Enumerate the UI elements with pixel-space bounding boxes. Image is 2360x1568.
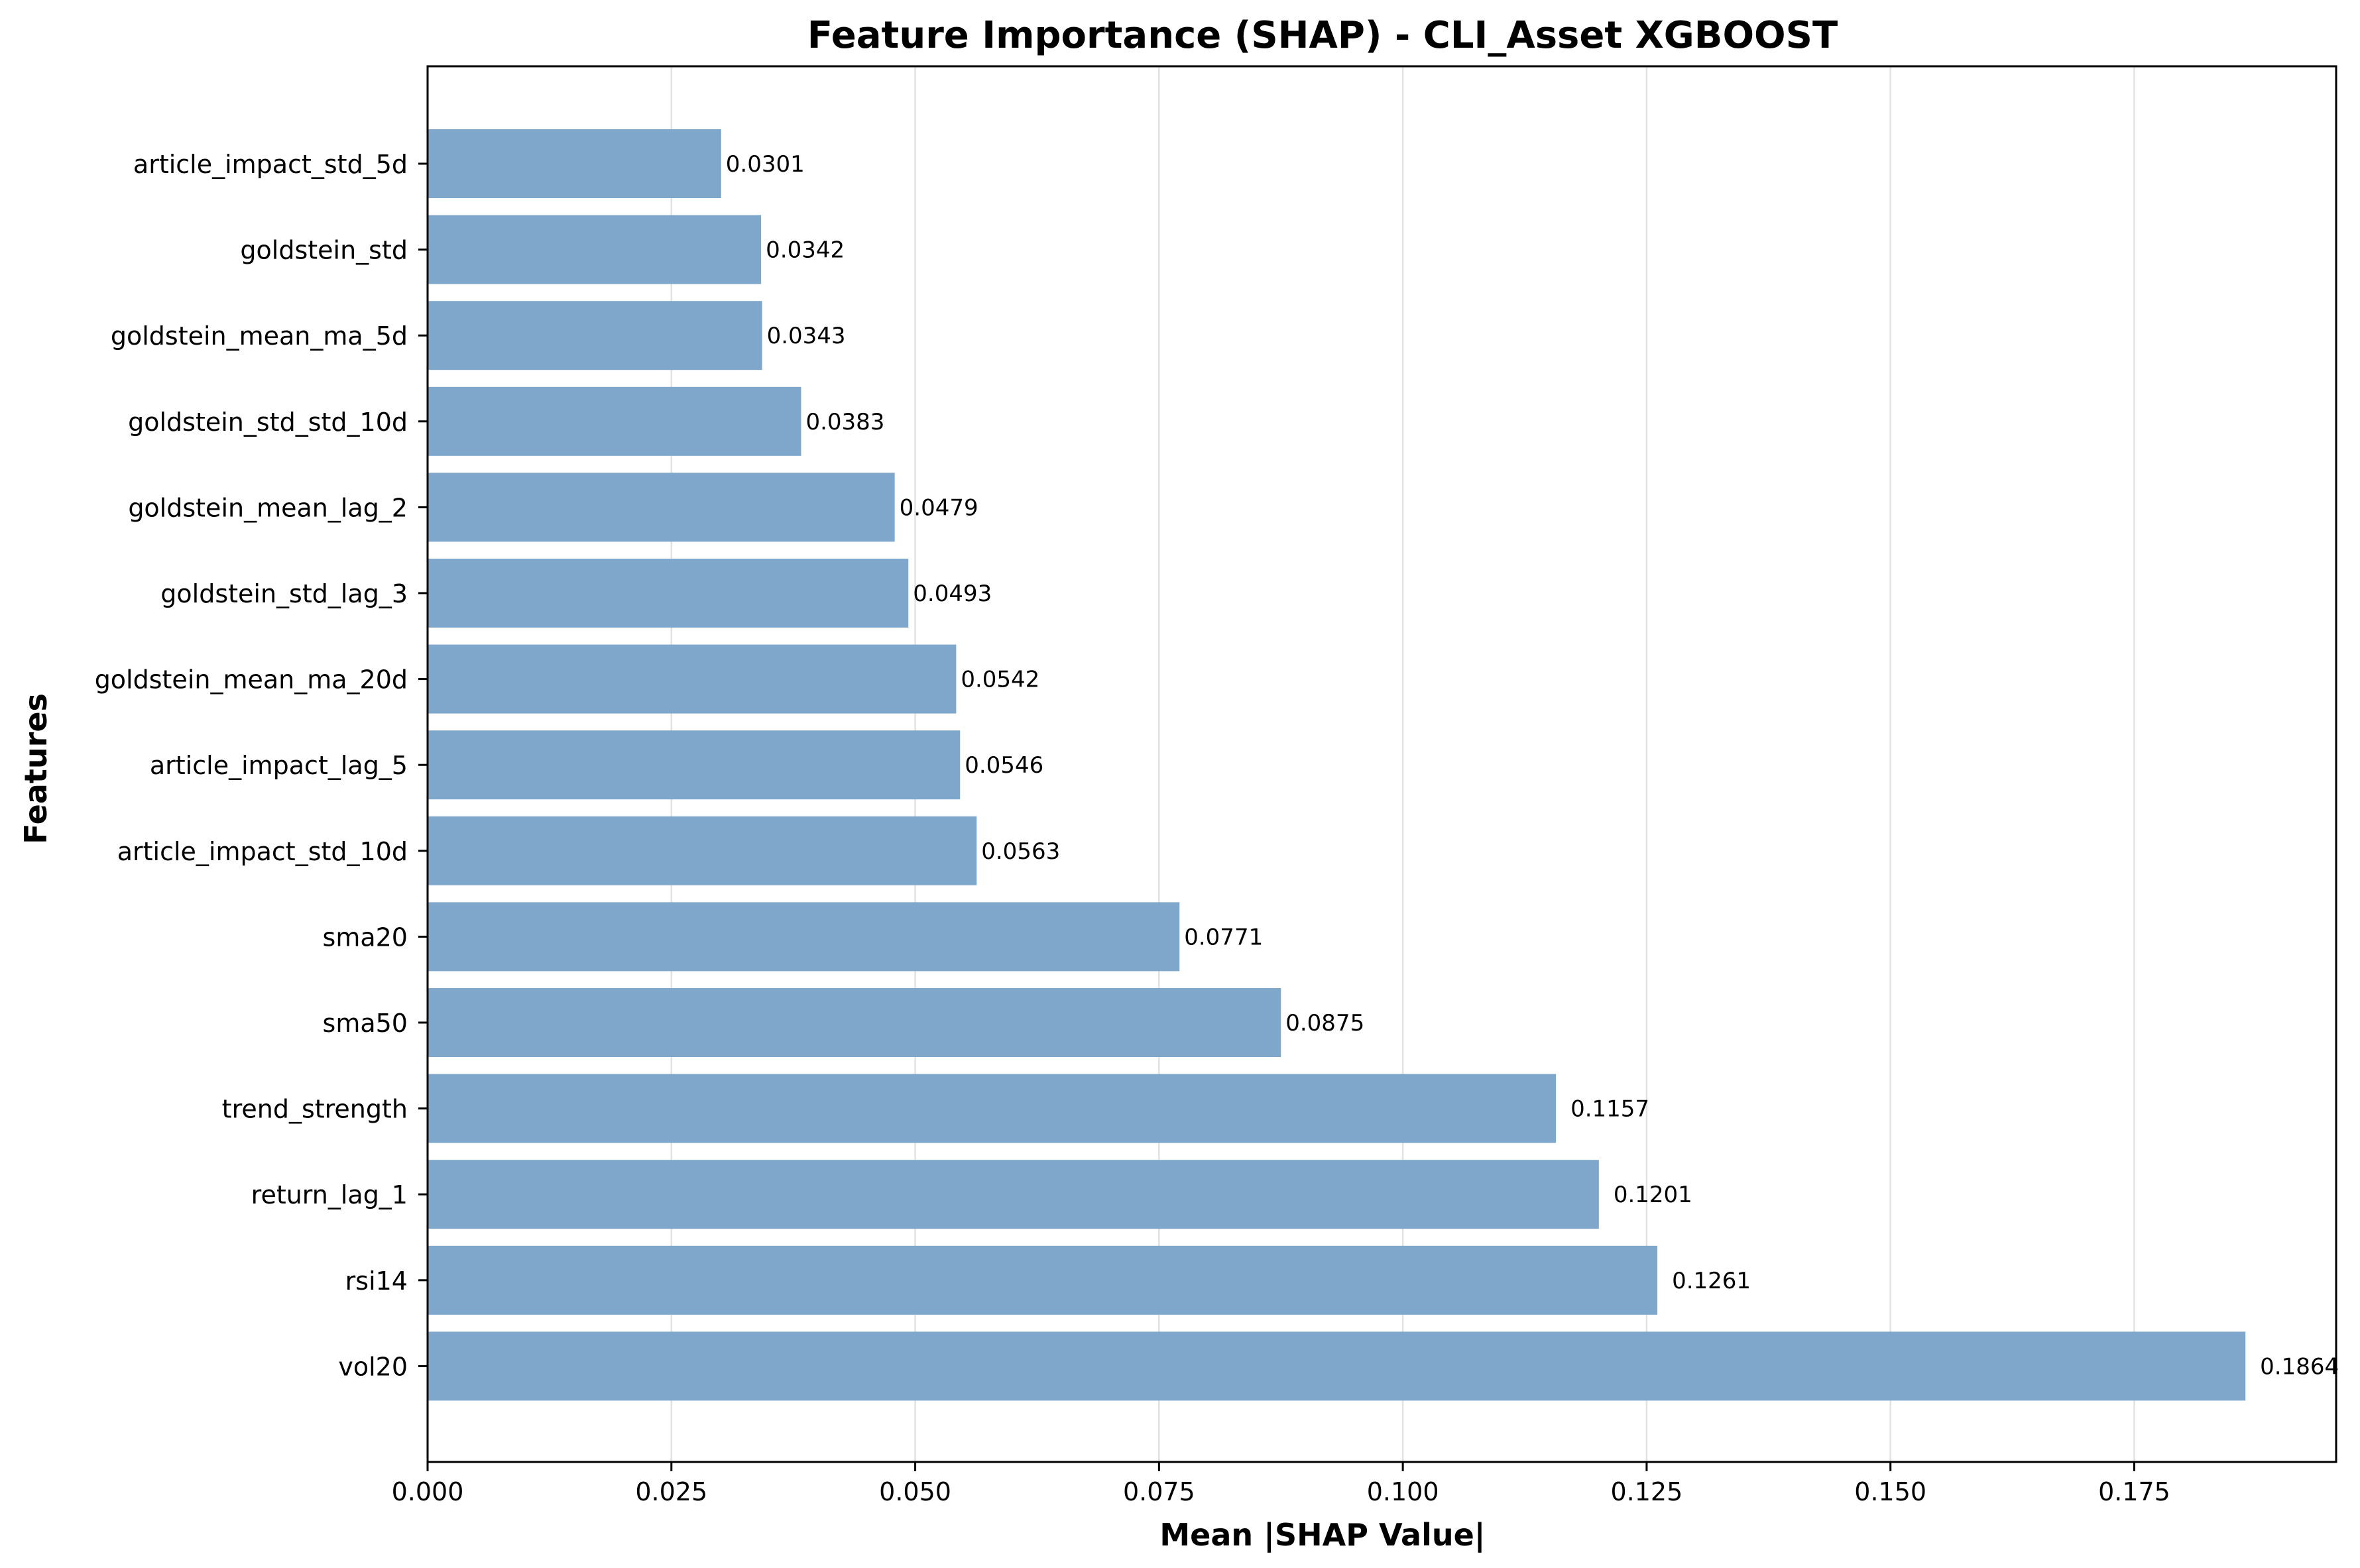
data-label-rsi14: 0.1261 xyxy=(1672,1268,1751,1294)
y-tick-label-article_impact_lag_5: article_impact_lag_5 xyxy=(150,751,408,780)
x-tick-label: 0.050 xyxy=(879,1477,951,1506)
bar-goldstein_mean_ma_20d xyxy=(428,644,957,714)
x-tick-label: 0.125 xyxy=(1611,1477,1683,1506)
bar-goldstein_mean_ma_5d xyxy=(428,301,762,370)
data-label-article_impact_std_5d: 0.0301 xyxy=(726,151,805,178)
y-axis-ticks: article_impact_std_5d goldstein_stdgoldst… xyxy=(95,150,428,1381)
bar-vol20 xyxy=(428,1331,2246,1401)
data-label-trend_strength: 0.1157 xyxy=(1570,1096,1649,1123)
bar-goldstein_mean_lag_2 xyxy=(428,473,895,542)
bar-return_lag_1 xyxy=(428,1160,1599,1229)
data-labels: 0.0301 0.0342 0.0343 0.0383 0.0479 0.0493 0.05… xyxy=(726,151,2339,1380)
bar-sma50 xyxy=(428,988,1281,1057)
x-tick-label: 0.100 xyxy=(1367,1477,1439,1506)
y-tick-label-rsi14: rsi14 xyxy=(345,1266,408,1296)
x-tick-label: 0.175 xyxy=(2098,1477,2170,1506)
x-tick-label: 0.025 xyxy=(635,1477,707,1506)
y-tick-label-article_impact_std_10d: article_impact_std_10d xyxy=(117,837,408,866)
y-axis-label: Features xyxy=(18,693,54,844)
data-label-sma20: 0.0771 xyxy=(1184,924,1263,950)
y-tick-label-sma20: sma20 xyxy=(323,923,408,952)
y-tick-label-goldstein_mean_lag_2: goldstein_mean_lag_2 xyxy=(128,493,408,522)
y-tick-label-article_impact_std_5d: article_impact_std_5d xyxy=(133,150,408,179)
y-tick-label-trend_strength: trend_strength xyxy=(222,1095,408,1124)
data-label-goldstein_std_std_10d: 0.0383 xyxy=(805,409,884,435)
y-tick-label-sma50: sma50 xyxy=(323,1009,408,1038)
y-tick-label-vol20: vol20 xyxy=(338,1352,408,1381)
bar-article_impact_std_5d xyxy=(428,129,721,198)
grid-lines xyxy=(670,66,2135,1462)
bar-sma20 xyxy=(428,902,1180,972)
bars xyxy=(428,129,2246,1401)
bar-rsi14 xyxy=(428,1245,1658,1315)
x-tick-label: 0.075 xyxy=(1123,1477,1195,1506)
data-label-goldstein_mean_ma_5d: 0.0343 xyxy=(767,323,846,349)
y-tick-label-goldstein_mean_ma_5d: goldstein_mean_ma_5d xyxy=(111,321,408,351)
y-tick-label-goldstein_std_std_10d: goldstein_std_std_10d xyxy=(128,408,408,437)
plot-frame xyxy=(426,65,2337,1463)
y-tick-label-goldstein_std_lag_3: goldstein_std_lag_3 xyxy=(160,579,408,608)
data-label-article_impact_std_10d: 0.0563 xyxy=(981,838,1060,865)
bar-article_impact_lag_5 xyxy=(428,730,961,800)
x-tick-label: 0.150 xyxy=(1854,1477,1926,1506)
bar-goldstein_std_lag_3 xyxy=(428,559,909,628)
data-label-return_lag_1: 0.1201 xyxy=(1614,1182,1692,1208)
y-tick-label-return_lag_1: return_lag_1 xyxy=(251,1180,408,1209)
data-label-vol20: 0.1864 xyxy=(2260,1353,2339,1380)
data-label-article_impact_lag_5: 0.0546 xyxy=(965,752,1043,779)
data-label-goldstein_mean_ma_20d: 0.0542 xyxy=(961,667,1039,693)
chart-title: Feature Importance (SHAP) - CLI_Asset XG… xyxy=(807,14,1838,57)
data-label-goldstein_std_lag_3: 0.0493 xyxy=(913,581,992,607)
bar-article_impact_std_10d xyxy=(428,816,977,885)
bar-trend_strength xyxy=(428,1074,1557,1143)
bar-goldstein_std xyxy=(428,215,762,284)
data-label-goldstein_std: 0.0342 xyxy=(766,237,845,264)
y-tick-label-goldstein_mean_ma_20d: goldstein_mean_ma_20d xyxy=(95,665,408,695)
bar-goldstein_std_std_10d xyxy=(428,386,801,456)
x-tick-label: 0.000 xyxy=(392,1477,464,1506)
data-label-sma50: 0.0875 xyxy=(1285,1010,1364,1036)
x-axis-ticks: 0.000 0.025 0.050 0.075 0.100 0.125 0.150 0.175 xyxy=(392,1462,2170,1506)
x-axis-label: Mean |SHAP Value| xyxy=(1159,1517,1485,1553)
y-tick-label-goldstein_std: goldstein_std xyxy=(240,236,408,265)
data-label-goldstein_mean_lag_2: 0.0479 xyxy=(900,494,978,521)
